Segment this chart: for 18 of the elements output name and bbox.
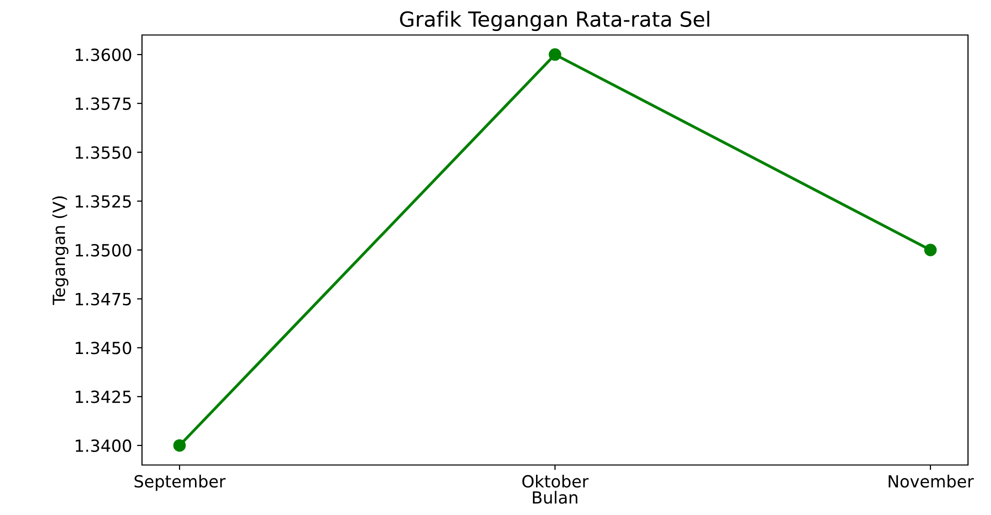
y-tick-label: 1.3525 — [76, 195, 131, 208]
y-tick-label: 1.3400 — [76, 439, 132, 452]
chart-title: Grafik Tegangan Rata-rata Sel — [400, 10, 710, 31]
y-tick-label: 1.3425 — [76, 390, 131, 404]
x-tick-label: Oktober — [522, 474, 589, 488]
y-tick-label: 1.3575 — [76, 97, 131, 110]
y-tick-label: 1.3550 — [76, 146, 132, 159]
y-tick-label: 1.3475 — [76, 292, 131, 306]
y-axis-title: Tegangan (V) — [52, 196, 68, 306]
point — [548, 48, 562, 61]
x-tick-label: September — [134, 474, 226, 491]
y-tick-label: 1.3450 — [76, 342, 132, 354]
x-tick-label: November — [888, 474, 974, 488]
point — [173, 439, 186, 452]
x-axis-title: Bulan — [532, 490, 578, 504]
y-tick-label: 1.3600 — [76, 48, 132, 62]
y-tick-label: 1.3500 — [76, 244, 132, 257]
point — [924, 244, 937, 256]
